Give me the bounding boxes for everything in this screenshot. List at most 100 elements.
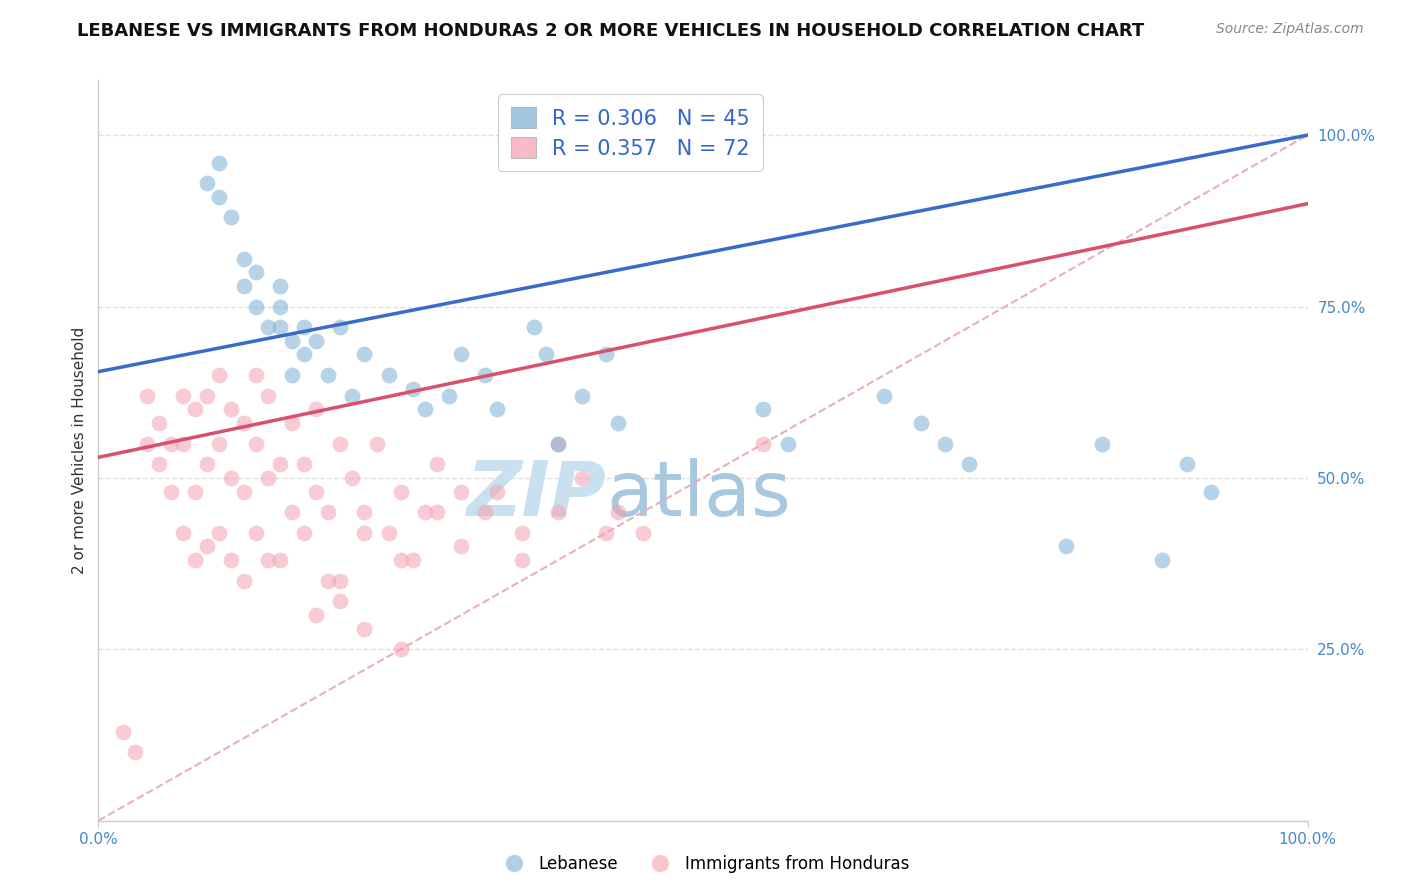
- Point: [281, 416, 304, 430]
- Point: [269, 300, 291, 314]
- Point: [413, 505, 436, 519]
- Point: [450, 540, 472, 554]
- Point: [184, 402, 207, 417]
- Point: [195, 540, 218, 554]
- Point: [1091, 436, 1114, 450]
- Point: [221, 553, 243, 567]
- Point: [595, 347, 617, 361]
- Legend: R = 0.306   N = 45, R = 0.357   N = 72: R = 0.306 N = 45, R = 0.357 N = 72: [498, 95, 762, 171]
- Point: [195, 176, 218, 190]
- Point: [342, 389, 364, 403]
- Point: [292, 525, 315, 540]
- Point: [208, 190, 231, 204]
- Point: [172, 389, 194, 403]
- Point: [232, 574, 254, 588]
- Point: [148, 416, 170, 430]
- Point: [353, 525, 375, 540]
- Point: [329, 320, 352, 334]
- Point: [245, 436, 267, 450]
- Point: [208, 436, 231, 450]
- Text: ZIP: ZIP: [467, 458, 606, 532]
- Point: [135, 389, 157, 403]
- Point: [342, 471, 364, 485]
- Point: [910, 416, 932, 430]
- Point: [607, 416, 630, 430]
- Point: [329, 574, 352, 588]
- Point: [1175, 457, 1198, 471]
- Point: [232, 484, 254, 499]
- Point: [269, 457, 291, 471]
- Point: [389, 553, 412, 567]
- Point: [160, 436, 183, 450]
- Point: [571, 471, 593, 485]
- Point: [305, 402, 328, 417]
- Point: [135, 436, 157, 450]
- Point: [752, 436, 775, 450]
- Point: [1199, 484, 1222, 499]
- Point: [281, 368, 304, 382]
- Point: [316, 368, 339, 382]
- Point: [221, 471, 243, 485]
- Point: [232, 252, 254, 266]
- Point: [172, 436, 194, 450]
- Point: [353, 622, 375, 636]
- Point: [413, 402, 436, 417]
- Point: [873, 389, 896, 403]
- Point: [631, 525, 654, 540]
- Point: [595, 525, 617, 540]
- Point: [245, 265, 267, 279]
- Point: [329, 594, 352, 608]
- Point: [402, 382, 425, 396]
- Point: [305, 484, 328, 499]
- Point: [195, 457, 218, 471]
- Point: [221, 402, 243, 417]
- Point: [934, 436, 956, 450]
- Point: [184, 484, 207, 499]
- Point: [269, 320, 291, 334]
- Point: [256, 471, 278, 485]
- Point: [292, 347, 315, 361]
- Point: [208, 155, 231, 169]
- Point: [377, 368, 399, 382]
- Point: [292, 457, 315, 471]
- Point: [510, 553, 533, 567]
- Point: [269, 553, 291, 567]
- Point: [547, 436, 569, 450]
- Point: [377, 525, 399, 540]
- Point: [245, 368, 267, 382]
- Point: [124, 745, 146, 759]
- Point: [316, 574, 339, 588]
- Point: [426, 505, 449, 519]
- Point: [208, 368, 231, 382]
- Point: [221, 211, 243, 225]
- Legend: Lebanese, Immigrants from Honduras: Lebanese, Immigrants from Honduras: [491, 848, 915, 880]
- Point: [426, 457, 449, 471]
- Point: [256, 389, 278, 403]
- Text: atlas: atlas: [606, 458, 792, 532]
- Point: [957, 457, 980, 471]
- Point: [256, 320, 278, 334]
- Point: [534, 347, 557, 361]
- Point: [389, 484, 412, 499]
- Y-axis label: 2 or more Vehicles in Household: 2 or more Vehicles in Household: [72, 326, 87, 574]
- Point: [195, 389, 218, 403]
- Point: [474, 368, 496, 382]
- Point: [245, 300, 267, 314]
- Point: [208, 525, 231, 540]
- Point: [292, 320, 315, 334]
- Point: [486, 484, 509, 499]
- Point: [1152, 553, 1174, 567]
- Point: [316, 505, 339, 519]
- Point: [281, 505, 304, 519]
- Text: LEBANESE VS IMMIGRANTS FROM HONDURAS 2 OR MORE VEHICLES IN HOUSEHOLD CORRELATION: LEBANESE VS IMMIGRANTS FROM HONDURAS 2 O…: [77, 22, 1144, 40]
- Point: [353, 347, 375, 361]
- Point: [111, 724, 134, 739]
- Point: [402, 553, 425, 567]
- Point: [450, 484, 472, 499]
- Point: [389, 642, 412, 657]
- Point: [547, 505, 569, 519]
- Point: [510, 525, 533, 540]
- Point: [752, 402, 775, 417]
- Point: [366, 436, 388, 450]
- Point: [281, 334, 304, 348]
